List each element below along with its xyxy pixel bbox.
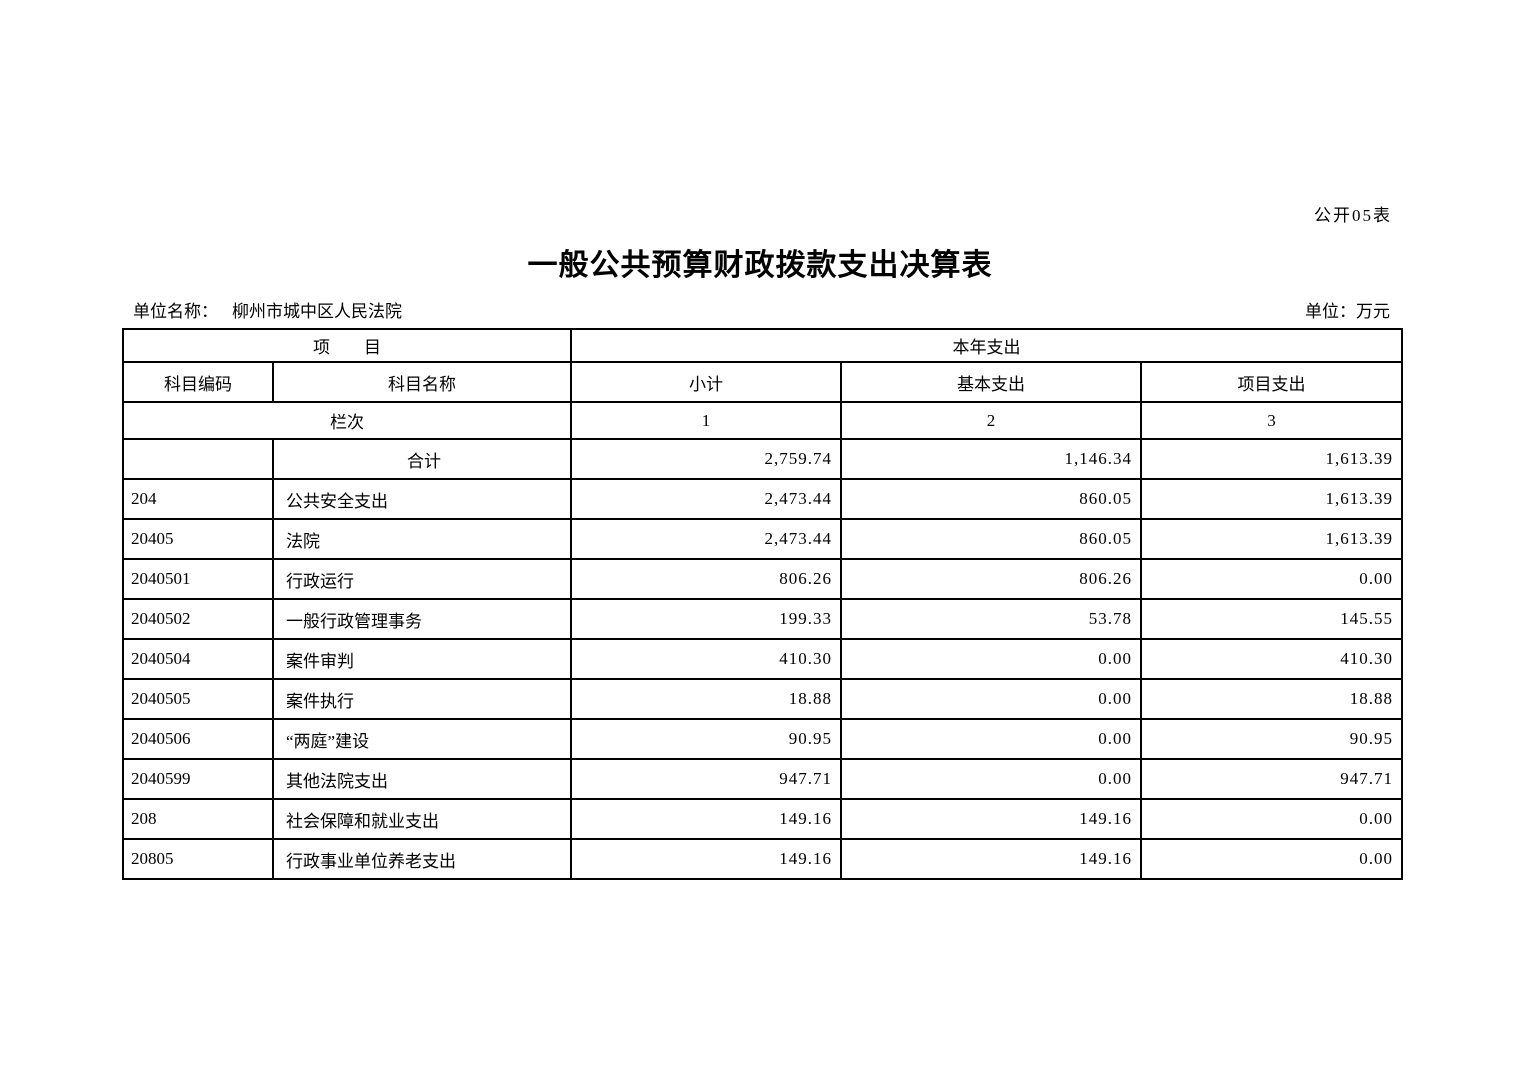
unit-name-label: 单位名称： <box>133 302 218 321</box>
cell-subtotal: 2,759.74 <box>570 438 842 480</box>
table-row: 2040506 “两庭”建设 90.95 0.00 90.95 <box>122 718 1404 760</box>
table-row: 2040501 行政运行 806.26 806.26 0.00 <box>122 558 1404 600</box>
table-row: 208 社会保障和就业支出 149.16 149.16 0.00 <box>122 798 1404 840</box>
table-row: 20805 行政事业单位养老支出 149.16 149.16 0.00 <box>122 838 1404 880</box>
cell-basic: 149.16 <box>840 798 1142 840</box>
table-row: 20405 法院 2,473.44 860.05 1,613.39 <box>122 518 1404 560</box>
unit-of-measure: 单位：万元 <box>1305 302 1390 321</box>
header-col-code: 科目编码 <box>122 361 274 403</box>
cell-subtotal: 199.33 <box>570 598 842 640</box>
header-colnum-3: 3 <box>1139 401 1404 440</box>
cell-name: 案件审判 <box>272 638 572 680</box>
cell-basic: 860.05 <box>840 478 1142 520</box>
cell-name: 社会保障和就业支出 <box>272 798 572 840</box>
cell-code: 20405 <box>122 518 274 560</box>
header-col-name: 科目名称 <box>272 361 572 403</box>
expenditure-table: 项 目 本年支出 科目编码 科目名称 小计 基本支出 项目支出 栏次 1 2 3… <box>122 328 1404 880</box>
cell-project: 18.88 <box>1139 678 1404 720</box>
cell-code: 20805 <box>122 838 274 880</box>
cell-basic: 0.00 <box>840 638 1142 680</box>
cell-name: 案件执行 <box>272 678 572 720</box>
cell-subtotal: 410.30 <box>570 638 842 680</box>
cell-project: 947.71 <box>1139 758 1404 800</box>
cell-code: 208 <box>122 798 274 840</box>
unit-name: 单位名称： 柳州市城中区人民法院 <box>133 297 402 322</box>
unit-name-value: 柳州市城中区人民法院 <box>232 302 402 321</box>
cell-project: 0.00 <box>1139 798 1404 840</box>
cell-name: 行政事业单位养老支出 <box>272 838 572 880</box>
cell-code <box>122 438 274 480</box>
header-col-basic: 基本支出 <box>840 361 1142 403</box>
cell-code: 2040505 <box>122 678 274 720</box>
header-lanci: 栏次 <box>122 401 572 440</box>
cell-basic: 0.00 <box>840 678 1142 720</box>
header-row-groups: 项 目 本年支出 <box>122 328 1404 363</box>
cell-basic: 1,146.34 <box>840 438 1142 480</box>
cell-code: 2040502 <box>122 598 274 640</box>
table-row: 2040502 一般行政管理事务 199.33 53.78 145.55 <box>122 598 1404 640</box>
cell-name: 一般行政管理事务 <box>272 598 572 640</box>
cell-project: 1,613.39 <box>1139 438 1404 480</box>
cell-subtotal: 947.71 <box>570 758 842 800</box>
form-number: 公开05表 <box>1314 206 1392 225</box>
cell-code: 2040501 <box>122 558 274 600</box>
cell-basic: 53.78 <box>840 598 1142 640</box>
cell-project: 0.00 <box>1139 838 1404 880</box>
cell-project: 410.30 <box>1139 638 1404 680</box>
cell-subtotal: 2,473.44 <box>570 518 842 560</box>
cell-name: 法院 <box>272 518 572 560</box>
header-colnum-2: 2 <box>840 401 1142 440</box>
cell-subtotal: 90.95 <box>570 718 842 760</box>
cell-basic: 0.00 <box>840 718 1142 760</box>
cell-basic: 0.00 <box>840 758 1142 800</box>
cell-code: 2040599 <box>122 758 274 800</box>
header-row-columns: 科目编码 科目名称 小计 基本支出 项目支出 <box>122 361 1404 403</box>
header-colnum-1: 1 <box>570 401 842 440</box>
cell-code: 2040504 <box>122 638 274 680</box>
cell-name: 行政运行 <box>272 558 572 600</box>
table-row: 2040599 其他法院支出 947.71 0.00 947.71 <box>122 758 1404 800</box>
cell-subtotal: 149.16 <box>570 838 842 880</box>
cell-basic: 806.26 <box>840 558 1142 600</box>
header-row-lanci: 栏次 1 2 3 <box>122 401 1404 440</box>
table-row: 204 公共安全支出 2,473.44 860.05 1,613.39 <box>122 478 1404 520</box>
table-row: 2040504 案件审判 410.30 0.00 410.30 <box>122 638 1404 680</box>
page-title: 一般公共预算财政拨款支出决算表 <box>527 249 993 282</box>
cell-basic: 149.16 <box>840 838 1142 880</box>
header-col-project: 项目支出 <box>1139 361 1404 403</box>
cell-project: 145.55 <box>1139 598 1404 640</box>
cell-subtotal: 806.26 <box>570 558 842 600</box>
cell-name: 其他法院支出 <box>272 758 572 800</box>
cell-basic: 860.05 <box>840 518 1142 560</box>
cell-name: “两庭”建设 <box>272 718 572 760</box>
cell-subtotal: 149.16 <box>570 798 842 840</box>
cell-name: 公共安全支出 <box>272 478 572 520</box>
info-row: 单位名称： 柳州市城中区人民法院 单位：万元 <box>133 297 1390 322</box>
cell-name: 合计 <box>272 438 572 480</box>
cell-code: 2040506 <box>122 718 274 760</box>
cell-project: 0.00 <box>1139 558 1404 600</box>
header-item-group: 项 目 <box>122 328 572 363</box>
cell-subtotal: 2,473.44 <box>570 478 842 520</box>
cell-code: 204 <box>122 478 274 520</box>
cell-project: 90.95 <box>1139 718 1404 760</box>
cell-project: 1,613.39 <box>1139 478 1404 520</box>
cell-subtotal: 18.88 <box>570 678 842 720</box>
table-row: 2040505 案件执行 18.88 0.00 18.88 <box>122 678 1404 720</box>
header-col-subtotal: 小计 <box>570 361 842 403</box>
header-year-expense-group: 本年支出 <box>569 328 1404 363</box>
cell-project: 1,613.39 <box>1139 518 1404 560</box>
table-row-total: 合计 2,759.74 1,146.34 1,613.39 <box>122 438 1404 480</box>
